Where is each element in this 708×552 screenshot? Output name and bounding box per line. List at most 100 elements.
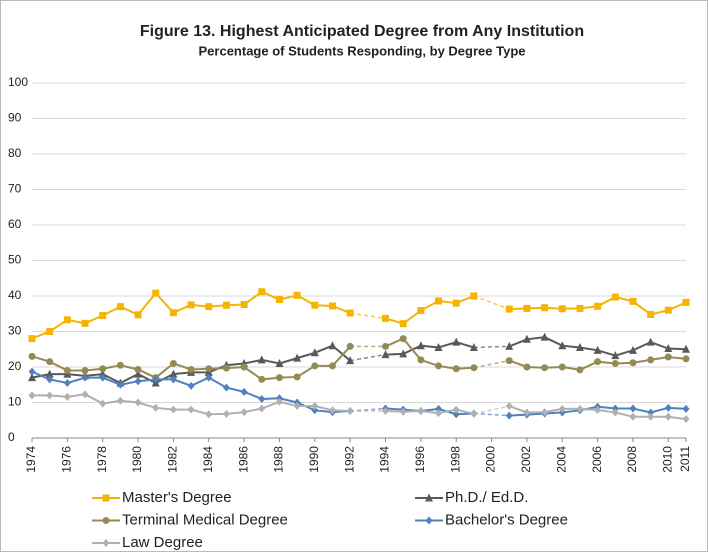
- marker: [28, 335, 36, 343]
- marker: [346, 342, 354, 350]
- marker: [169, 375, 177, 384]
- marker: [311, 402, 319, 411]
- marker: [310, 348, 319, 357]
- marker: [116, 361, 124, 369]
- marker: [435, 409, 443, 418]
- marker: [275, 397, 283, 406]
- x-tick-label: 1984: [201, 446, 215, 473]
- marker: [629, 412, 637, 421]
- series-line: [385, 341, 475, 356]
- x-tick-label: 1974: [24, 446, 38, 473]
- marker: [187, 365, 195, 373]
- marker: [311, 406, 319, 415]
- marker: [45, 369, 54, 378]
- x-tick-label: 2006: [590, 446, 604, 473]
- marker: [540, 332, 549, 341]
- marker: [541, 408, 549, 417]
- marker: [328, 302, 336, 310]
- marker: [28, 391, 36, 400]
- marker: [382, 407, 390, 416]
- marker: [558, 363, 566, 371]
- marker: [187, 301, 195, 309]
- marker: [152, 375, 160, 384]
- marker: [240, 301, 248, 309]
- marker: [629, 359, 637, 367]
- marker: [222, 383, 230, 392]
- marker: [169, 405, 177, 414]
- marker: [102, 539, 110, 547]
- x-tick-label: 1996: [413, 446, 427, 473]
- marker: [558, 341, 567, 350]
- marker: [63, 378, 71, 387]
- marker: [81, 390, 89, 399]
- marker: [399, 335, 407, 343]
- marker: [682, 415, 690, 424]
- marker: [28, 367, 36, 376]
- marker: [258, 375, 266, 383]
- marker: [205, 365, 213, 373]
- marker: [682, 344, 690, 353]
- marker: [169, 369, 178, 378]
- marker: [293, 373, 301, 381]
- x-tick-label: 2002: [519, 446, 533, 473]
- marker: [452, 299, 460, 307]
- marker: [382, 342, 390, 350]
- legend-label: Terminal Medical Degree: [122, 511, 288, 528]
- marker: [399, 349, 408, 358]
- marker: [522, 334, 531, 343]
- marker: [381, 350, 390, 359]
- marker: [434, 342, 443, 351]
- marker: [222, 409, 230, 418]
- marker: [611, 293, 619, 301]
- marker: [240, 363, 248, 371]
- marker: [523, 408, 531, 417]
- chart-title: Figure 13. Highest Anticipated Degree fr…: [140, 23, 584, 40]
- marker: [470, 409, 478, 418]
- marker: [328, 341, 337, 350]
- marker: [169, 359, 177, 367]
- marker: [452, 337, 461, 346]
- marker: [46, 391, 54, 400]
- marker: [63, 367, 71, 375]
- x-tick-label: 1978: [95, 446, 109, 473]
- marker: [647, 412, 655, 421]
- marker: [258, 394, 266, 403]
- marker: [435, 362, 443, 370]
- marker: [541, 304, 549, 312]
- marker: [275, 296, 283, 304]
- y-tick-label: 80: [8, 146, 22, 160]
- marker: [257, 355, 266, 364]
- marker: [505, 411, 513, 420]
- marker: [240, 408, 248, 417]
- marker: [628, 345, 637, 354]
- marker: [382, 314, 390, 322]
- marker: [134, 398, 142, 407]
- marker: [187, 405, 195, 414]
- marker: [452, 365, 460, 373]
- marker: [169, 309, 177, 317]
- marker: [275, 358, 284, 367]
- marker: [240, 387, 248, 396]
- x-tick-label: 1994: [378, 446, 392, 473]
- chart-subtitle: Percentage of Students Responding, by De…: [199, 43, 526, 58]
- marker: [258, 288, 266, 296]
- marker: [469, 342, 478, 351]
- y-tick-label: 0: [8, 430, 15, 444]
- marker: [505, 341, 514, 350]
- gap-line: [350, 312, 386, 320]
- marker: [134, 365, 142, 373]
- marker: [399, 320, 407, 328]
- marker: [576, 366, 584, 374]
- marker: [541, 364, 549, 372]
- marker: [46, 375, 54, 384]
- marker: [81, 367, 89, 375]
- y-tick-label: 40: [8, 288, 22, 302]
- marker: [647, 356, 655, 364]
- marker: [417, 356, 425, 364]
- marker: [470, 364, 478, 372]
- marker: [664, 403, 672, 412]
- marker: [452, 405, 460, 414]
- marker: [646, 337, 655, 346]
- marker: [435, 297, 443, 305]
